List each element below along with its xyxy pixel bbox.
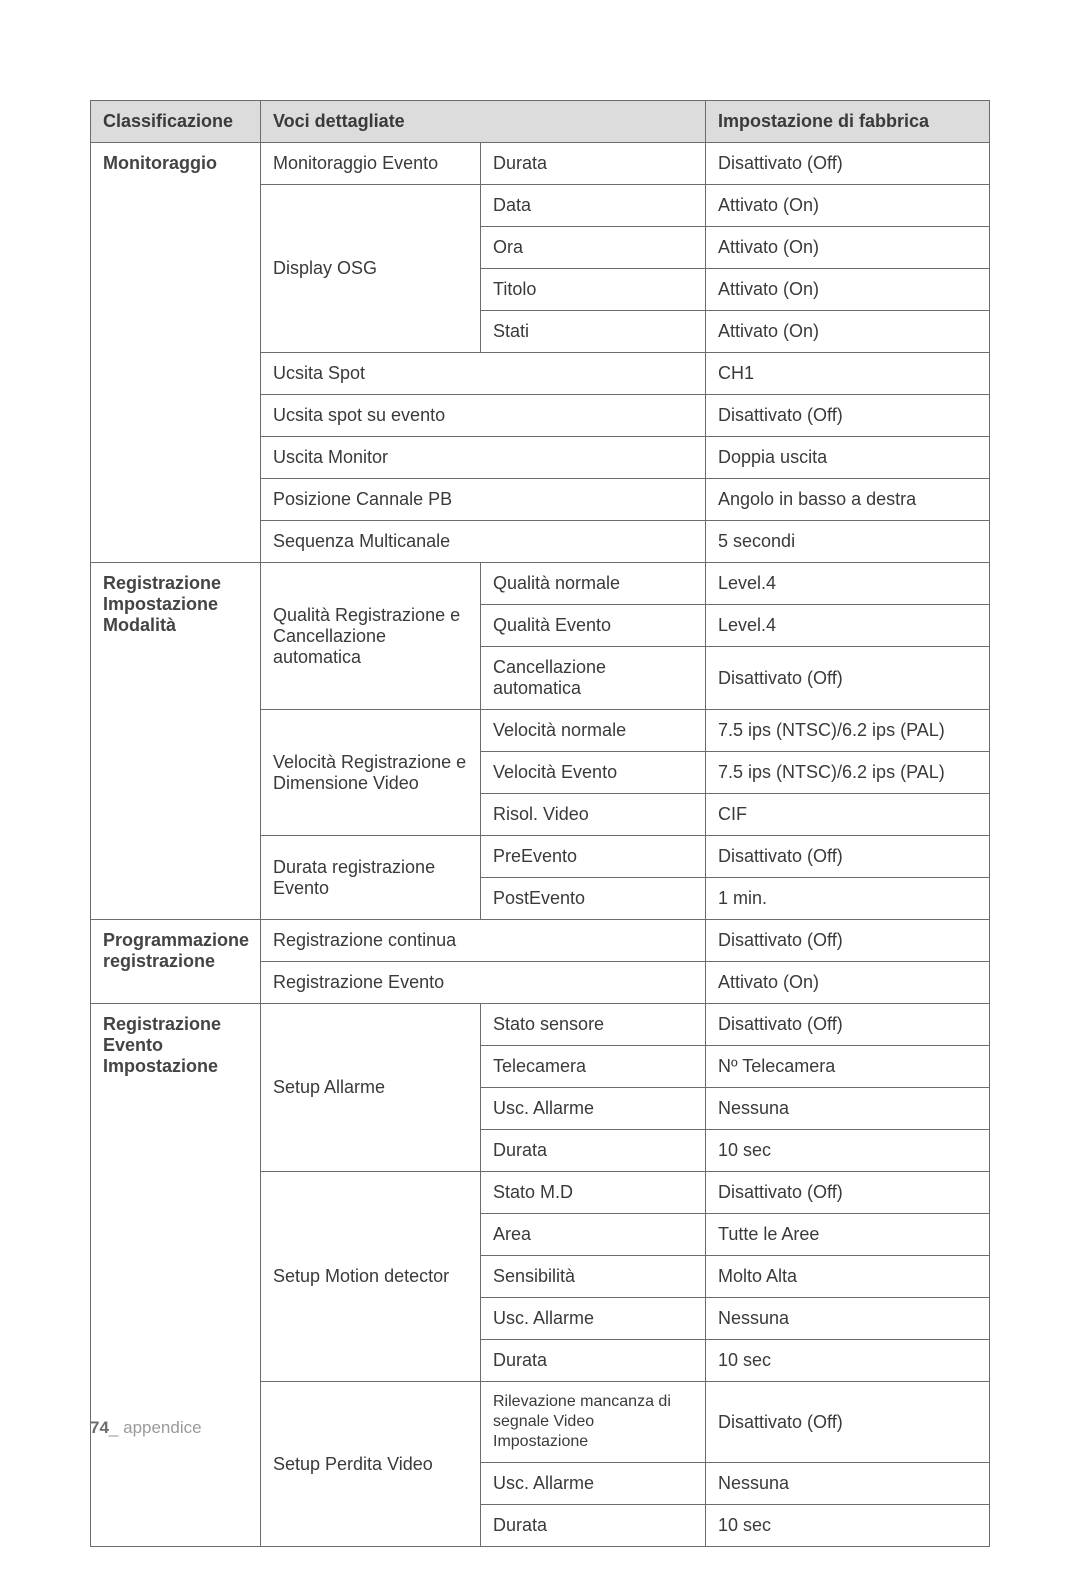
cell: Durata bbox=[481, 1340, 706, 1382]
cell: Nº Telecamera bbox=[706, 1046, 990, 1088]
page-footer: 74_ appendice bbox=[90, 1418, 202, 1438]
footer-sep: _ bbox=[109, 1418, 118, 1437]
table-row: Monitoraggio Monitoraggio Evento Durata … bbox=[91, 143, 990, 185]
cell: Sensibilità bbox=[481, 1256, 706, 1298]
cell: Velocità Evento bbox=[481, 752, 706, 794]
cell: 10 sec bbox=[706, 1505, 990, 1547]
cell: Display OSG bbox=[261, 185, 481, 353]
cell: PostEvento bbox=[481, 878, 706, 920]
cell: Registrazione Evento bbox=[261, 962, 706, 1004]
cell: Cancellazione automatica bbox=[481, 647, 706, 710]
cell: Disattivato (Off) bbox=[706, 395, 990, 437]
cell: Velocità normale bbox=[481, 710, 706, 752]
cell: Disattivato (Off) bbox=[706, 1004, 990, 1046]
cell: Disattivato (Off) bbox=[706, 1382, 990, 1463]
cell: Disattivato (Off) bbox=[706, 836, 990, 878]
cell: Level.4 bbox=[706, 563, 990, 605]
cat-monitoraggio: Monitoraggio bbox=[91, 143, 261, 563]
cell: Ucsita Spot bbox=[261, 353, 706, 395]
cell: CH1 bbox=[706, 353, 990, 395]
cell: 7.5 ips (NTSC)/6.2 ips (PAL) bbox=[706, 752, 990, 794]
table-row: Programmazione registrazione Registrazio… bbox=[91, 920, 990, 962]
cell: Molto Alta bbox=[706, 1256, 990, 1298]
cell: Rilevazione mancanza di segnale Video Im… bbox=[481, 1382, 706, 1463]
cell: 5 secondi bbox=[706, 521, 990, 563]
cell: Registrazione continua bbox=[261, 920, 706, 962]
cell: Stati bbox=[481, 311, 706, 353]
page-number: 74 bbox=[90, 1418, 109, 1437]
cell: Disattivato (Off) bbox=[706, 920, 990, 962]
cell: Posizione Cannale PB bbox=[261, 479, 706, 521]
cell: Qualità Registrazione e Cancellazione au… bbox=[261, 563, 481, 710]
header-voci: Voci dettagliate bbox=[261, 101, 706, 143]
cell: Ora bbox=[481, 227, 706, 269]
cell: Nessuna bbox=[706, 1298, 990, 1340]
header-impostazione: Impostazione di fabbrica bbox=[706, 101, 990, 143]
table-row: Registrazione Evento Impostazione Setup … bbox=[91, 1004, 990, 1046]
cell: Attivato (On) bbox=[706, 269, 990, 311]
cell: Durata bbox=[481, 143, 706, 185]
cell: Disattivato (Off) bbox=[706, 647, 990, 710]
cell: Level.4 bbox=[706, 605, 990, 647]
cell: 7.5 ips (NTSC)/6.2 ips (PAL) bbox=[706, 710, 990, 752]
cell: Qualità normale bbox=[481, 563, 706, 605]
cell: Angolo in basso a destra bbox=[706, 479, 990, 521]
cell: Disattivato (Off) bbox=[706, 1172, 990, 1214]
cell: Durata registrazione Evento bbox=[261, 836, 481, 920]
cell: Velocità Registrazione e Dimensione Vide… bbox=[261, 710, 481, 836]
table-header-row: Classificazione Voci dettagliate Imposta… bbox=[91, 101, 990, 143]
cell: Usc. Allarme bbox=[481, 1298, 706, 1340]
cell: Usc. Allarme bbox=[481, 1463, 706, 1505]
cell: Tutte le Aree bbox=[706, 1214, 990, 1256]
cell: Sequenza Multicanale bbox=[261, 521, 706, 563]
cell: Nessuna bbox=[706, 1463, 990, 1505]
cell: Durata bbox=[481, 1130, 706, 1172]
cell: Titolo bbox=[481, 269, 706, 311]
cell: Risol. Video bbox=[481, 794, 706, 836]
cell: Setup Perdita Video bbox=[261, 1382, 481, 1547]
cell: 1 min. bbox=[706, 878, 990, 920]
cell: Durata bbox=[481, 1505, 706, 1547]
settings-table: Classificazione Voci dettagliate Imposta… bbox=[90, 100, 990, 1547]
cell: Attivato (On) bbox=[706, 227, 990, 269]
cell: Usc. Allarme bbox=[481, 1088, 706, 1130]
cat-registrazione-modalita: Registrazione Impostazione Modalità bbox=[91, 563, 261, 920]
footer-section: appendice bbox=[118, 1418, 201, 1437]
cell: CIF bbox=[706, 794, 990, 836]
cell: Data bbox=[481, 185, 706, 227]
cell: Qualità Evento bbox=[481, 605, 706, 647]
cell: Telecamera bbox=[481, 1046, 706, 1088]
cell: Attivato (On) bbox=[706, 311, 990, 353]
cell: 10 sec bbox=[706, 1340, 990, 1382]
cat-programmazione: Programmazione registrazione bbox=[91, 920, 261, 1004]
cell: Setup Motion detector bbox=[261, 1172, 481, 1382]
cat-registrazione-evento: Registrazione Evento Impostazione bbox=[91, 1004, 261, 1547]
cell: Monitoraggio Evento bbox=[261, 143, 481, 185]
cell: Ucsita spot su evento bbox=[261, 395, 706, 437]
cell: Disattivato (Off) bbox=[706, 143, 990, 185]
cell: Uscita Monitor bbox=[261, 437, 706, 479]
header-classificazione: Classificazione bbox=[91, 101, 261, 143]
cell: Setup Allarme bbox=[261, 1004, 481, 1172]
cell: Attivato (On) bbox=[706, 962, 990, 1004]
table-row: Registrazione Impostazione Modalità Qual… bbox=[91, 563, 990, 605]
cell: Attivato (On) bbox=[706, 185, 990, 227]
cell: 10 sec bbox=[706, 1130, 990, 1172]
cell: PreEvento bbox=[481, 836, 706, 878]
cell: Doppia uscita bbox=[706, 437, 990, 479]
cell: Area bbox=[481, 1214, 706, 1256]
cell: Stato M.D bbox=[481, 1172, 706, 1214]
cell: Stato sensore bbox=[481, 1004, 706, 1046]
cell: Nessuna bbox=[706, 1088, 990, 1130]
